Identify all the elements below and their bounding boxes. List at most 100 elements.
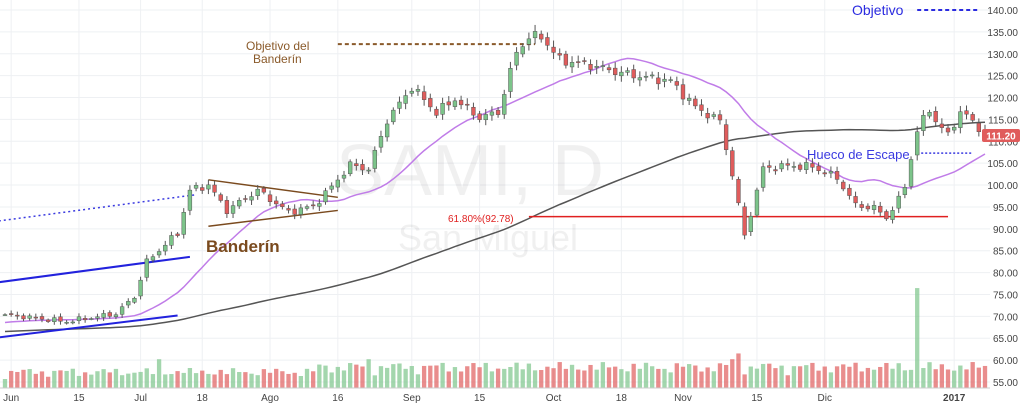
candle-body xyxy=(705,113,710,119)
volume-bar xyxy=(440,362,445,388)
candle-body xyxy=(64,322,69,324)
candle xyxy=(347,159,353,177)
candle xyxy=(841,179,846,192)
volume-bar xyxy=(933,369,938,388)
volume-bar xyxy=(952,370,957,388)
candle xyxy=(656,71,661,90)
volume-bar xyxy=(446,371,451,388)
volume-bar xyxy=(545,366,550,388)
candle-body xyxy=(970,114,975,121)
volume-bar xyxy=(600,362,606,388)
y-tick-label: 80.00 xyxy=(993,269,1018,280)
candle xyxy=(582,57,587,65)
candle xyxy=(489,106,495,121)
volume-bar xyxy=(280,371,285,388)
volume-bar xyxy=(760,363,766,388)
volume-bar xyxy=(9,370,14,388)
volume-bar xyxy=(767,363,772,388)
candle-body xyxy=(397,101,402,109)
candle xyxy=(760,162,766,192)
candle-body xyxy=(693,98,698,107)
y-tick-label: 65.00 xyxy=(993,334,1018,345)
x-tick-label: 2017 xyxy=(943,393,966,404)
volume-bar xyxy=(834,366,840,388)
volume-bar xyxy=(323,365,328,388)
volume-bar xyxy=(662,368,667,388)
volume-bar xyxy=(101,369,106,388)
last-price-marker: 111.20 xyxy=(982,129,1020,143)
candle xyxy=(372,146,377,173)
candle xyxy=(452,97,458,110)
candle xyxy=(754,187,760,218)
candle-body xyxy=(884,211,889,220)
candle xyxy=(939,118,945,134)
candle xyxy=(625,67,630,76)
candle-body xyxy=(582,60,587,62)
candle-body xyxy=(255,188,260,196)
candle-body xyxy=(9,313,14,315)
volume-bar xyxy=(828,372,834,388)
volume-bar xyxy=(908,369,914,388)
volume-bar xyxy=(477,367,482,388)
candle-body xyxy=(760,166,766,188)
candle xyxy=(816,162,821,175)
volume-bar xyxy=(391,364,396,388)
candle xyxy=(360,159,365,176)
y-tick-label: 115.00 xyxy=(988,115,1018,126)
candle xyxy=(723,119,729,156)
candle xyxy=(828,166,834,179)
volume-bar xyxy=(982,365,988,388)
volume-bar xyxy=(33,373,38,388)
candle xyxy=(409,87,414,97)
candle-body xyxy=(748,216,753,232)
candle xyxy=(717,110,723,125)
volume-bar xyxy=(779,365,784,388)
candle-body xyxy=(261,188,267,193)
candle xyxy=(545,32,550,51)
candle xyxy=(323,187,328,205)
candle xyxy=(569,56,575,73)
y-tick-label: 140.00 xyxy=(987,6,1018,17)
volume-bar xyxy=(224,374,230,388)
volume-bar xyxy=(156,359,162,388)
volume-bar xyxy=(717,363,723,388)
candle xyxy=(736,176,741,206)
candle-body xyxy=(841,181,846,190)
candle xyxy=(631,64,636,83)
volume-bar xyxy=(508,367,513,388)
candle-body xyxy=(933,111,938,123)
candle xyxy=(292,204,297,220)
volume-bar xyxy=(169,374,174,388)
candle xyxy=(853,191,858,208)
candle xyxy=(113,312,119,320)
candle xyxy=(865,203,871,212)
candle xyxy=(686,93,692,106)
candle xyxy=(779,160,784,172)
candle xyxy=(693,95,698,110)
volume-bar xyxy=(384,367,390,388)
volume-bar xyxy=(193,373,199,388)
volume-bar xyxy=(274,368,279,388)
volume-bar xyxy=(563,368,569,388)
candle-body xyxy=(514,51,519,66)
candle xyxy=(465,98,470,111)
x-tick-label: 16 xyxy=(332,393,344,404)
candle xyxy=(428,93,433,112)
fibonacci-label: 61.80%(92.78) xyxy=(448,214,514,225)
candle xyxy=(933,106,938,127)
candle-body xyxy=(730,150,735,177)
candle-body xyxy=(298,207,304,215)
candle-body xyxy=(132,297,137,303)
candle-body xyxy=(502,94,507,115)
candle-body xyxy=(563,53,569,66)
y-tick-label: 55.00 xyxy=(993,378,1018,389)
candle-body xyxy=(15,314,20,317)
candle xyxy=(483,109,488,126)
candle-body xyxy=(347,161,353,175)
candle-body xyxy=(421,91,427,100)
candle xyxy=(705,107,710,124)
candle-body xyxy=(354,163,359,166)
candle xyxy=(89,317,94,321)
candle xyxy=(138,276,143,300)
